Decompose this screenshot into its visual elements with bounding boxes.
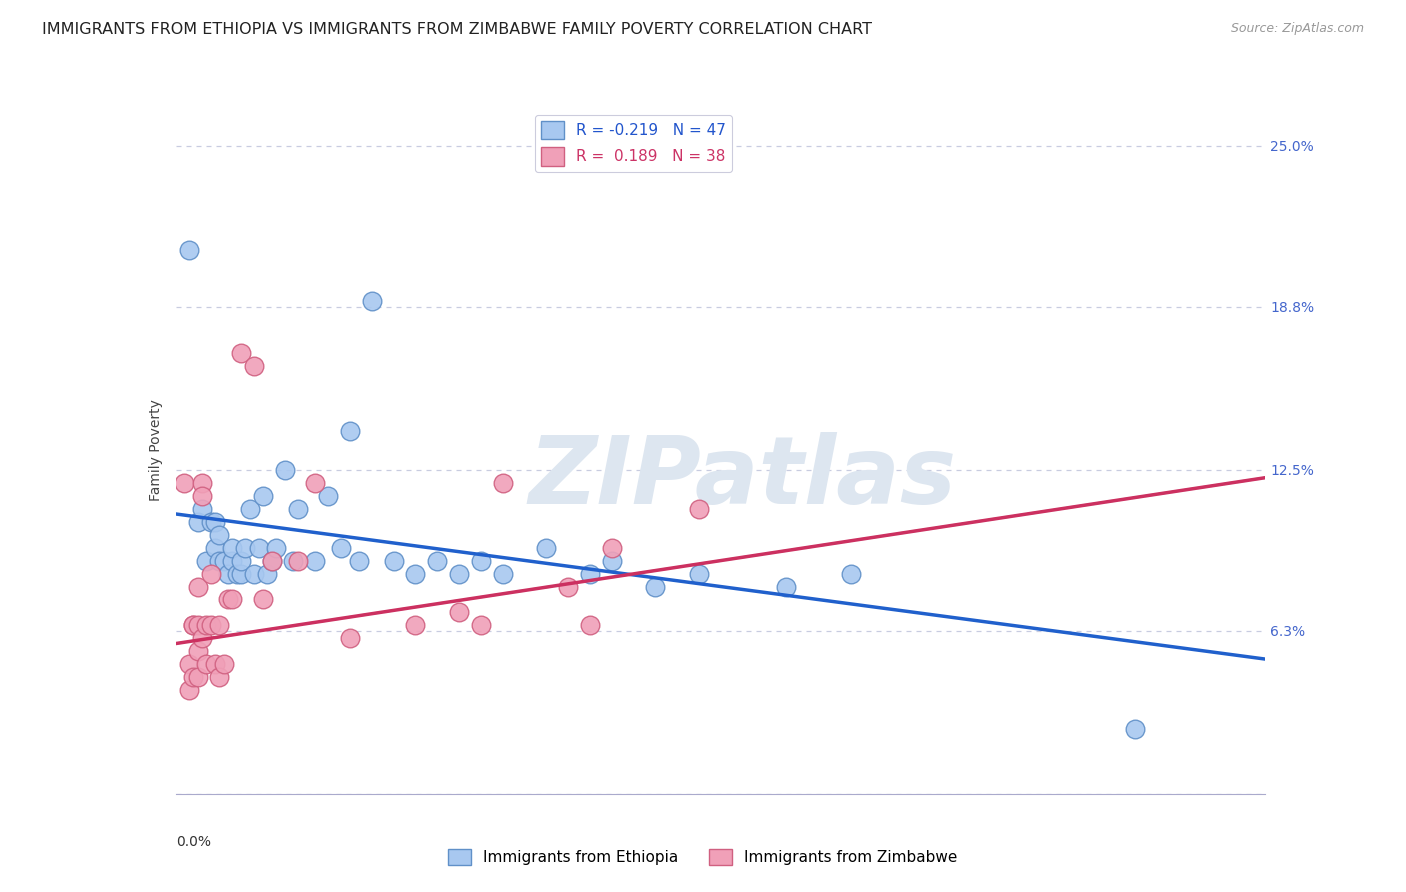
Point bbox=[186, 515, 209, 529]
Point bbox=[200, 566, 222, 581]
Point bbox=[426, 553, 449, 567]
Point bbox=[186, 580, 209, 594]
Text: Source: ZipAtlas.com: Source: ZipAtlas.com bbox=[1230, 22, 1364, 36]
Point bbox=[200, 515, 222, 529]
Point bbox=[221, 553, 243, 567]
Point bbox=[360, 294, 382, 309]
Y-axis label: Family Poverty: Family Poverty bbox=[149, 400, 163, 501]
Point bbox=[221, 541, 243, 555]
Point bbox=[191, 489, 214, 503]
Point bbox=[181, 670, 204, 684]
Point bbox=[283, 553, 305, 567]
Point bbox=[235, 541, 257, 555]
Point bbox=[644, 580, 666, 594]
Point bbox=[492, 475, 515, 490]
Point bbox=[579, 566, 602, 581]
Point bbox=[339, 424, 361, 438]
Point bbox=[470, 553, 492, 567]
Point bbox=[264, 541, 287, 555]
Point bbox=[239, 501, 262, 516]
Point bbox=[347, 553, 370, 567]
Point bbox=[173, 475, 195, 490]
Point bbox=[181, 618, 204, 632]
Point bbox=[177, 243, 200, 257]
Point bbox=[600, 553, 623, 567]
Point bbox=[557, 580, 579, 594]
Point bbox=[1123, 722, 1146, 736]
Point bbox=[186, 618, 209, 632]
Point bbox=[260, 553, 283, 567]
Point bbox=[274, 463, 297, 477]
Point bbox=[330, 541, 353, 555]
Legend: R = -0.219   N = 47, R =  0.189   N = 38: R = -0.219 N = 47, R = 0.189 N = 38 bbox=[534, 115, 733, 172]
Point bbox=[688, 501, 710, 516]
Point bbox=[252, 592, 274, 607]
Point bbox=[217, 592, 239, 607]
Point bbox=[191, 475, 214, 490]
Point bbox=[186, 644, 209, 658]
Point bbox=[177, 657, 200, 672]
Point bbox=[534, 541, 557, 555]
Point bbox=[221, 592, 243, 607]
Point bbox=[775, 580, 797, 594]
Point bbox=[304, 475, 326, 490]
Point bbox=[247, 541, 270, 555]
Point bbox=[208, 618, 231, 632]
Point bbox=[688, 566, 710, 581]
Point bbox=[225, 566, 247, 581]
Point bbox=[195, 618, 218, 632]
Point bbox=[231, 553, 253, 567]
Point bbox=[287, 501, 309, 516]
Point bbox=[447, 606, 470, 620]
Point bbox=[405, 566, 427, 581]
Point bbox=[191, 501, 214, 516]
Point bbox=[212, 553, 235, 567]
Point bbox=[204, 657, 226, 672]
Point bbox=[212, 657, 235, 672]
Point bbox=[470, 618, 492, 632]
Point bbox=[181, 618, 204, 632]
Point bbox=[200, 618, 222, 632]
Point bbox=[186, 670, 209, 684]
Point bbox=[579, 618, 602, 632]
Point bbox=[492, 566, 515, 581]
Point bbox=[195, 553, 218, 567]
Point bbox=[256, 566, 278, 581]
Point bbox=[318, 489, 340, 503]
Point bbox=[208, 553, 231, 567]
Point bbox=[841, 566, 863, 581]
Text: IMMIGRANTS FROM ETHIOPIA VS IMMIGRANTS FROM ZIMBABWE FAMILY POVERTY CORRELATION : IMMIGRANTS FROM ETHIOPIA VS IMMIGRANTS F… bbox=[42, 22, 872, 37]
Point bbox=[252, 489, 274, 503]
Text: 0.0%: 0.0% bbox=[176, 835, 211, 849]
Point bbox=[191, 632, 214, 646]
Point bbox=[304, 553, 326, 567]
Point bbox=[208, 527, 231, 541]
Point bbox=[447, 566, 470, 581]
Point bbox=[204, 541, 226, 555]
Legend: Immigrants from Ethiopia, Immigrants from Zimbabwe: Immigrants from Ethiopia, Immigrants fro… bbox=[441, 843, 965, 871]
Point bbox=[231, 566, 253, 581]
Text: ZIPatlas: ZIPatlas bbox=[529, 432, 956, 524]
Point bbox=[177, 683, 200, 698]
Point bbox=[339, 632, 361, 646]
Point bbox=[231, 346, 253, 360]
Point bbox=[204, 515, 226, 529]
Point bbox=[243, 359, 266, 374]
Point bbox=[405, 618, 427, 632]
Point bbox=[382, 553, 405, 567]
Point bbox=[600, 541, 623, 555]
Point bbox=[217, 566, 239, 581]
Point bbox=[260, 553, 283, 567]
Point bbox=[287, 553, 309, 567]
Point bbox=[208, 670, 231, 684]
Point bbox=[195, 657, 218, 672]
Point bbox=[243, 566, 266, 581]
